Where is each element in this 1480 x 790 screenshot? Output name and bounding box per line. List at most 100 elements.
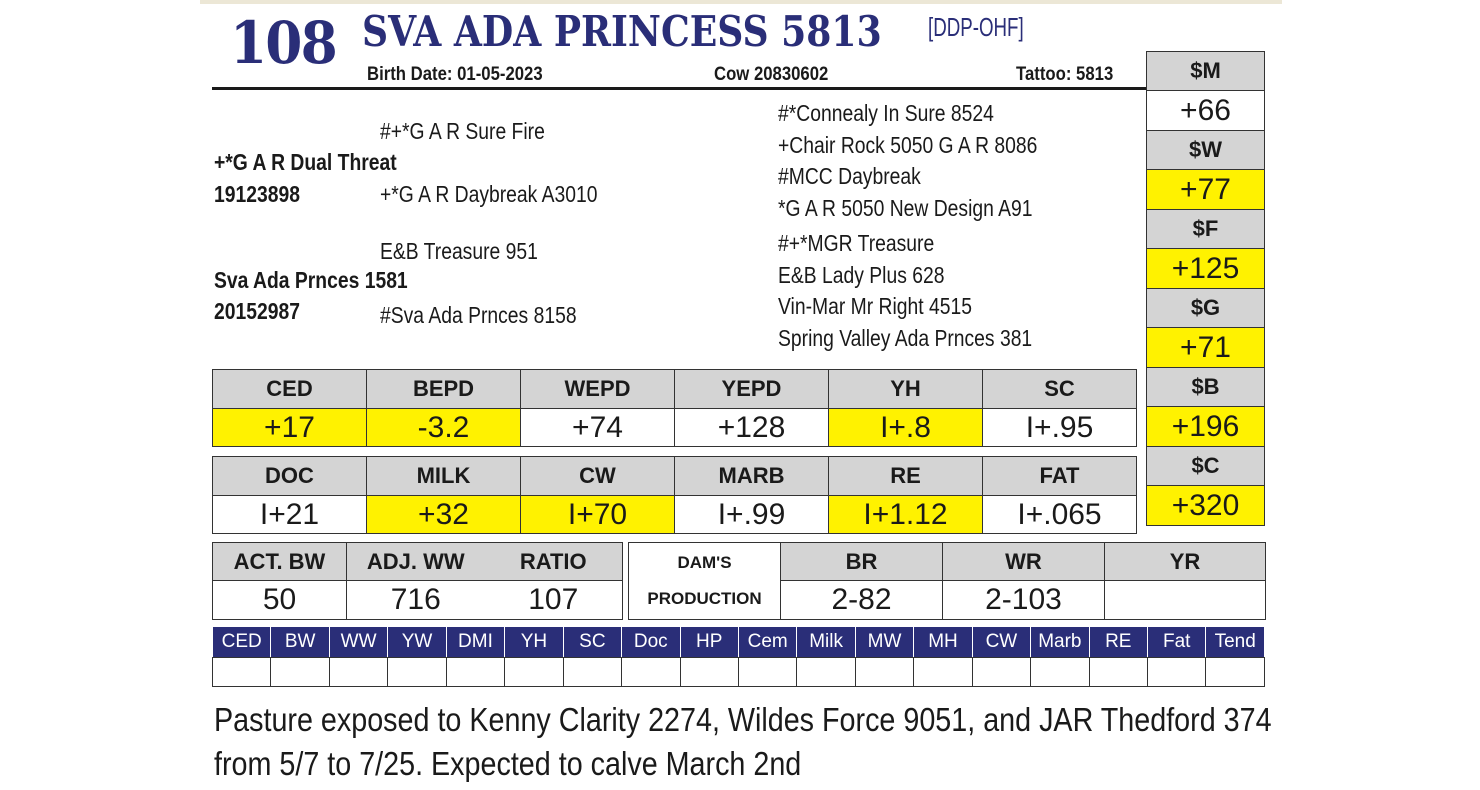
epd-value-re: I+1.12 (828, 495, 983, 534)
genomic-header-yh: YH (504, 626, 564, 658)
genomic-header-doc: Doc (621, 626, 681, 658)
genomic-header-ced: CED (211, 626, 272, 658)
epd-header: RE (828, 456, 983, 496)
genomic-value-yw (387, 657, 447, 687)
epd-header: DOC (212, 456, 367, 496)
index-label-w: $W (1146, 130, 1265, 170)
animal-name: SVA ADA PRINCESS 5813 (362, 7, 882, 56)
genomic-value-mh (913, 657, 973, 687)
epd-value-wepd: +74 (520, 408, 675, 447)
genomic-value-milk (796, 657, 856, 687)
sire-name: +*G A R Dual Threat (214, 149, 397, 175)
genomic-header-sc: SC (562, 626, 623, 658)
dam-dam: #Sva Ada Prnces 8158 (380, 302, 577, 328)
genomic-header-hp: HP (679, 626, 739, 658)
epd-header: FAT (982, 456, 1137, 496)
genomic-header-ww: WW (328, 626, 389, 658)
sire-sire: #+*G A R Sure Fire (380, 118, 545, 144)
index-label-c: $C (1146, 446, 1265, 486)
perf-header-bw: ACT. BW (212, 542, 347, 581)
pedigree-gg-7: Vin-Mar Mr Right 4515 (778, 293, 973, 319)
genomic-header-re: RE (1088, 626, 1149, 658)
epd-value-ced: +17 (212, 408, 367, 447)
genomic-value-ced (211, 657, 272, 687)
dollar-index-table: $M +66 $W +77 $F +125 $G +71 $B +196 $C … (1146, 51, 1265, 526)
genomic-value-ww (328, 657, 389, 687)
pedigree-gg-3: #MCC Daybreak (778, 163, 921, 189)
pedigree-gg-2: +Chair Rock 5050 G A R 8086 (778, 132, 1038, 158)
index-value-c: +320 (1146, 485, 1265, 526)
index-value-f: +125 (1146, 248, 1265, 289)
epd-header: MILK (366, 456, 521, 496)
genomic-header-mw: MW (854, 626, 915, 658)
dam-name: Sva Ada Prnces 1581 (214, 267, 408, 293)
notes-line-1: Pasture exposed to Kenny Clarity 2274, W… (214, 701, 1272, 738)
index-value-m: +66 (1146, 90, 1265, 131)
epd-value-bepd: -3.2 (366, 408, 521, 447)
epd-value-milk: +32 (366, 495, 521, 534)
epd-value-sc: I+.95 (982, 408, 1137, 447)
index-label-m: $M (1146, 51, 1265, 91)
genomic-header-milk: Milk (796, 626, 856, 658)
index-label-f: $F (1146, 209, 1265, 249)
genomic-trait-table: CED BW WW YW DMI YH SC Doc HP Cem Milk MW MH CW Marb RE… (211, 626, 1265, 687)
perf-value-ratio: 107 (484, 580, 623, 620)
pedigree-gg-1: #*Connealy In Sure 8524 (778, 100, 994, 126)
epd-header: BEPD (366, 369, 521, 409)
perf-value-bw: 50 (212, 580, 347, 620)
pedigree-gg-8: Spring Valley Ada Prnces 381 (778, 325, 1033, 351)
epd-value-fat: I+.065 (982, 495, 1137, 534)
pedigree-gg-4: *G A R 5050 New Design A91 (778, 195, 1033, 221)
index-value-g: +71 (1146, 327, 1265, 368)
dam-registration: 20152987 (214, 298, 300, 324)
registration-number: Cow 20830602 (714, 64, 829, 85)
epd-header: CED (212, 369, 367, 409)
dams-production-table: DAM'S PRODUCTION BR WR YR 2-82 2-103 (628, 542, 1266, 620)
perf-header-ww: ADJ. WW (346, 542, 485, 581)
genomic-value-hp (679, 657, 739, 687)
top-accent-bar (200, 0, 1282, 4)
header-divider (212, 87, 1146, 90)
epd-header: SC (982, 369, 1137, 409)
dams-production-label: DAM'S PRODUCTION (628, 542, 781, 620)
epd-table-carcass: DOC MILK CW MARB RE FAT I+21 +32 I+70 I+… (212, 456, 1137, 534)
genomic-value-yh (504, 657, 564, 687)
prod-value-wr: 2-103 (942, 580, 1105, 620)
epd-header: WEPD (520, 369, 675, 409)
genomic-header-mh: MH (913, 626, 973, 658)
genomic-header-yw: YW (387, 626, 447, 658)
prod-header-wr: WR (942, 542, 1105, 581)
genomic-value-doc (621, 657, 681, 687)
prod-header-br: BR (780, 542, 943, 581)
genomic-header-cem: Cem (737, 626, 798, 658)
genomic-header-cw: CW (971, 626, 1032, 658)
dams-production-label-line1: DAM'S (677, 553, 732, 572)
birth-date: Birth Date: 01-05-2023 (367, 64, 543, 85)
epd-value-yh: I+.8 (828, 408, 983, 447)
epd-header: CW (520, 456, 675, 496)
genomic-header-dmi: DMI (445, 626, 506, 658)
epd-value-doc: I+21 (212, 495, 367, 534)
genomic-header-tend: Tend (1205, 626, 1265, 658)
prod-header-yr: YR (1104, 542, 1266, 581)
pedigree-gg-6: E&B Lady Plus 628 (778, 262, 945, 288)
index-value-b: +196 (1146, 406, 1265, 447)
genomic-value-tend (1205, 657, 1265, 687)
prod-value-yr (1104, 580, 1266, 620)
notes-line-2: from 5/7 to 7/25. Expected to calve Marc… (214, 745, 802, 782)
genomic-value-fat (1146, 657, 1207, 687)
performance-table: ACT. BW ADJ. WW RATIO 50 716 107 (212, 542, 623, 620)
epd-header: YH (828, 369, 983, 409)
epd-value-cw: I+70 (520, 495, 675, 534)
genetic-designation: [DDP-OHF] (928, 12, 1024, 42)
prod-value-br: 2-82 (780, 580, 943, 620)
dam-sire: E&B Treasure 951 (380, 238, 538, 264)
genomic-value-bw (270, 657, 330, 687)
index-label-b: $B (1146, 367, 1265, 407)
perf-value-ww: 716 (346, 580, 485, 620)
genomic-value-re (1088, 657, 1149, 687)
dams-production-label-line2: PRODUCTION (647, 589, 762, 608)
genomic-value-dmi (445, 657, 506, 687)
genomic-header-marb: Marb (1030, 626, 1090, 658)
sire-registration: 19123898 (214, 181, 300, 207)
